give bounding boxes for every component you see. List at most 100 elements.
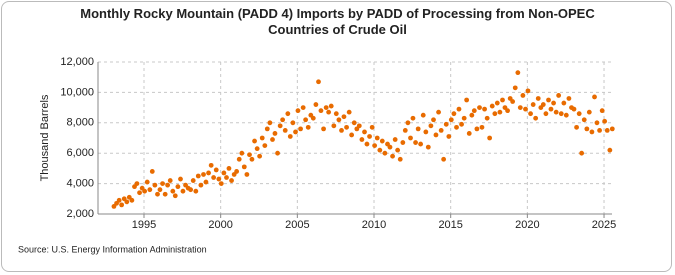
point [469,112,475,118]
point [341,114,347,120]
point [500,97,505,103]
point [137,190,142,196]
point [226,166,232,171]
point [264,126,270,132]
point [310,115,316,121]
point [206,170,211,176]
chart-title: Monthly Rocky Mountain (PADD 4) Imports … [80,6,595,37]
point [471,108,477,114]
point [523,106,528,112]
point [431,117,436,123]
point [298,126,303,132]
point [517,105,523,110]
y-tick-label: 8,000 [66,117,94,129]
point [413,140,418,145]
point [247,152,252,158]
point [203,179,209,185]
y-tick-label: 2,000 [66,208,94,220]
point [359,137,365,142]
point [178,176,183,182]
point [313,102,319,107]
point [466,131,472,136]
point [454,124,459,130]
point [275,150,280,156]
point [497,109,503,115]
point [581,117,587,123]
point [556,93,562,98]
point [525,88,531,94]
point [369,124,375,130]
point [597,127,602,133]
point [443,121,449,127]
point [328,103,334,109]
point [494,100,500,106]
point [285,111,291,117]
point [224,175,229,180]
point [290,120,296,126]
point [599,108,605,114]
source: Source: U.S. Energy Information Administ… [18,244,207,254]
point [239,150,245,156]
point [241,164,247,170]
point [594,120,600,126]
point [446,134,452,139]
point [576,111,582,117]
point [326,109,332,115]
point [175,184,181,190]
point [155,191,160,197]
point [211,175,217,180]
point [420,112,426,118]
point [579,150,585,156]
point [482,106,487,112]
point [152,182,158,188]
point [510,99,516,104]
point [477,105,482,110]
frame [1,1,672,272]
point [553,109,559,115]
point [236,156,242,162]
y-axis-label: Thousand Barrels [39,94,51,181]
point [546,97,551,103]
point [172,193,178,199]
point [382,150,388,156]
point [372,143,378,149]
point [607,147,613,153]
point [374,135,380,141]
point [438,127,444,133]
point [602,118,608,124]
point [129,197,135,203]
point [395,147,401,153]
point [448,117,454,123]
point [548,106,554,112]
point [441,156,447,162]
point [305,124,311,130]
point [303,117,309,123]
point [180,188,186,194]
point [208,162,214,168]
point [543,111,549,117]
point [415,126,421,132]
point [418,141,424,147]
point [456,106,462,112]
point [377,147,383,153]
point [433,132,439,138]
point [134,181,140,187]
point [333,111,339,117]
point [551,100,556,106]
point [257,153,263,159]
point [387,144,393,150]
point [520,93,526,98]
point [566,96,572,101]
point [318,108,324,114]
point [558,111,564,117]
x-tick-label: 1995 [132,219,156,231]
point [160,181,165,187]
point [425,144,431,150]
point [584,126,590,132]
x-tick-label: 2020 [515,219,539,231]
point [221,170,227,176]
point [515,70,521,76]
point [167,178,173,183]
